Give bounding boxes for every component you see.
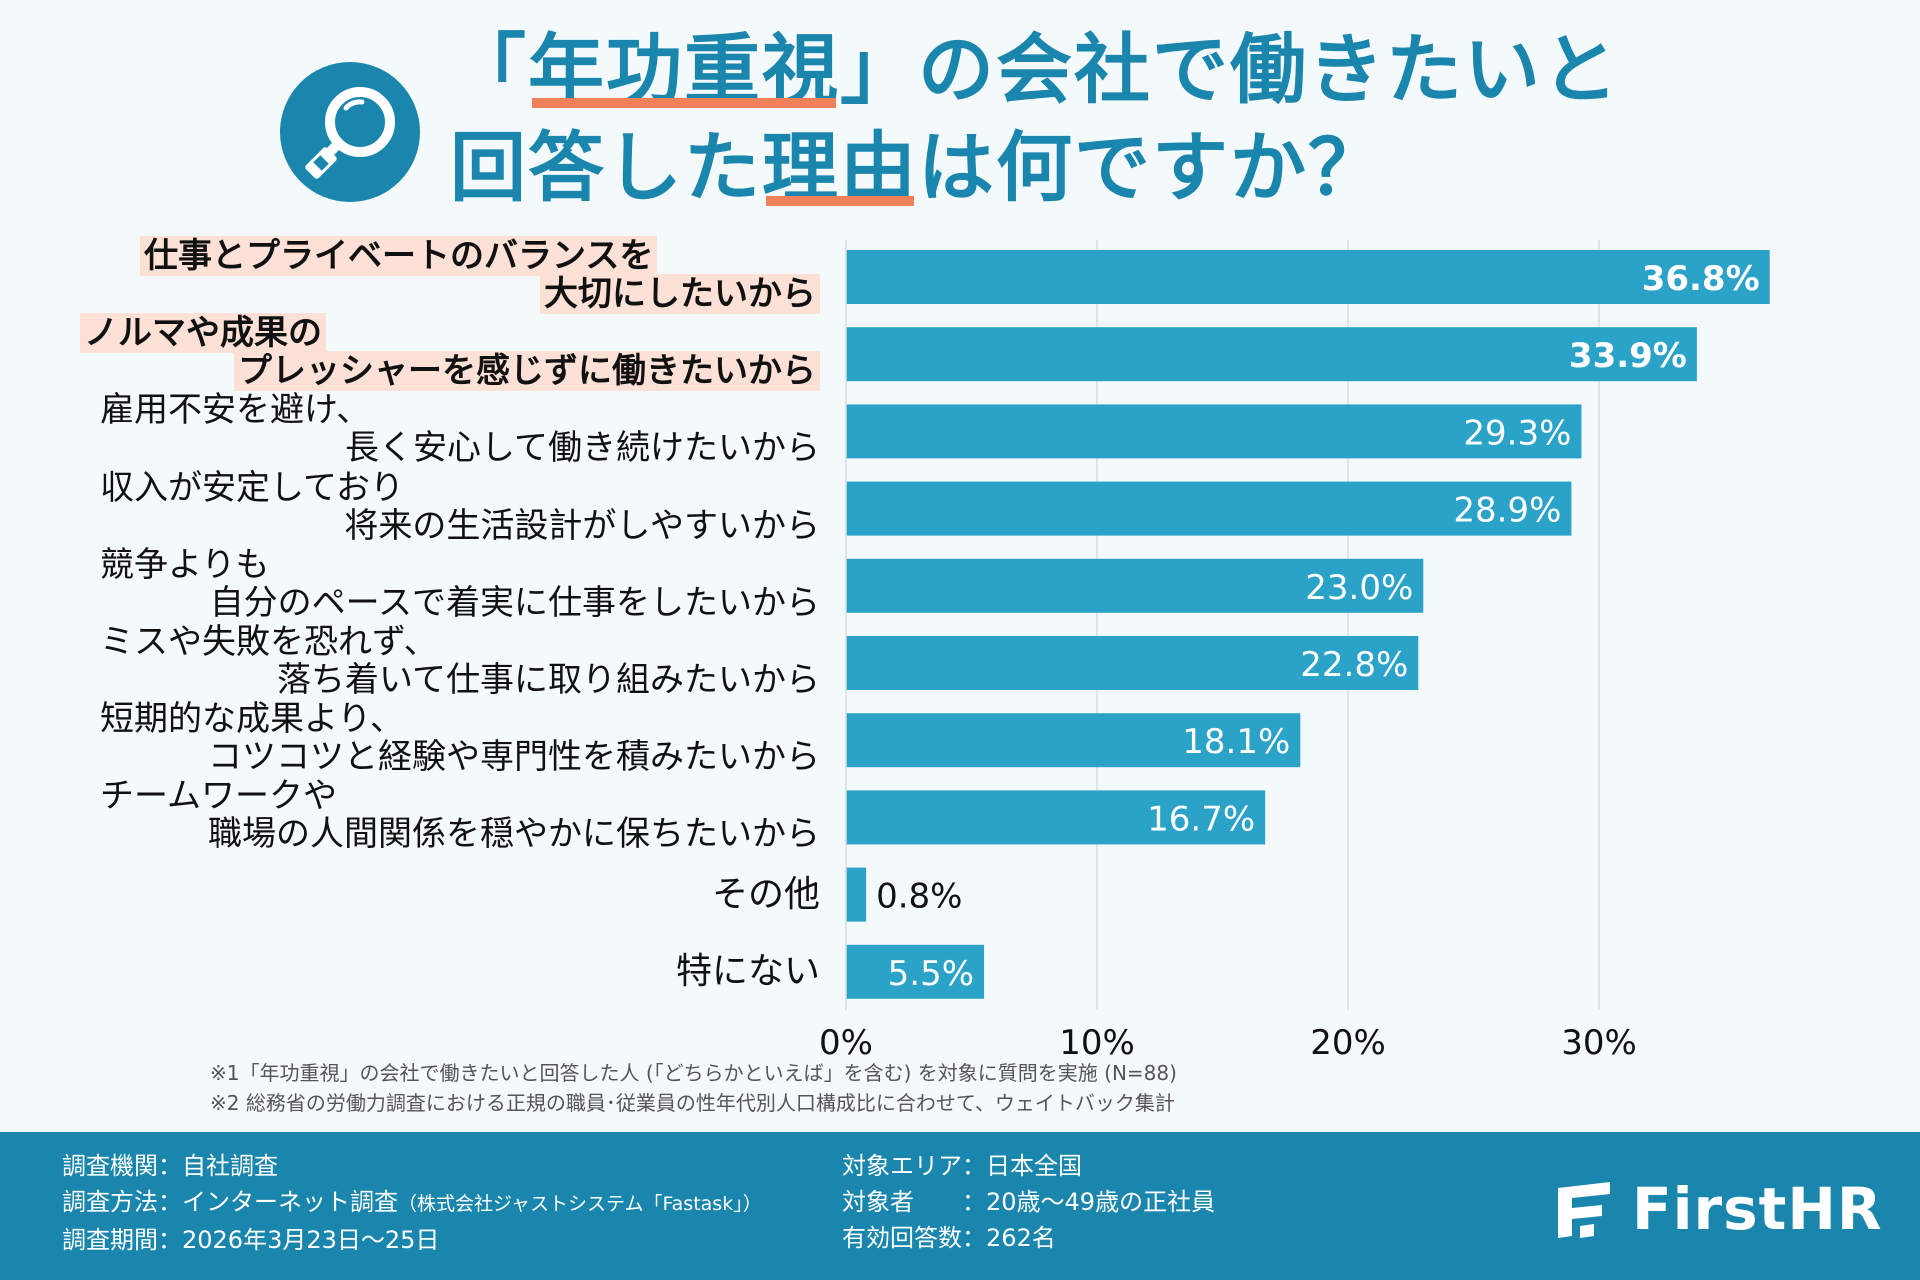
bar: [846, 327, 1697, 382]
footnote-2: ※2 総務省の労働力調査における正規の職員･従業員の性年代別人口構成比に合わせて…: [210, 1091, 1175, 1115]
bar-value-label: 36.8%: [1642, 259, 1760, 299]
bar: [846, 713, 1301, 768]
category-label: 特にない: [675, 950, 820, 992]
category-label-line: 自分のペースで着実に仕事をしたいから: [209, 582, 820, 623]
category-label-line: 競争よりも: [100, 544, 270, 585]
bar-chart: 36.8% 33.9% 29.3% 28.9% 23.0% 22.8% 18.1% 16.7%…: [0, 230, 1920, 1060]
category-label-line: 落ち着いて仕事に取り組みたいから: [277, 660, 820, 700]
category-label: 仕事とプライベートのバランスを 大切にしたいから: [80, 236, 820, 314]
category-label-line: 仕事とプライベートのバランスを: [80, 236, 820, 276]
header: 「年功重視」の会社で働きたいと 回答した理由は何ですか？: [0, 0, 1920, 230]
category-label-line: 収入が安定しており: [100, 467, 404, 508]
bar: [846, 636, 1419, 690]
firsthr-logo-icon: [1558, 1182, 1610, 1238]
footnotes: ※1「年功重視」の会社で働きたいと回答した人 (「どちらかといえば」を含む) を…: [210, 1058, 1177, 1118]
survey-target: 対象者 ：20歳～49歳の正社員: [842, 1188, 1216, 1216]
bar-value-label: 16.7%: [1147, 799, 1255, 839]
bar-value-label: 0.8%: [876, 877, 962, 917]
category-label-line: チームワークや: [100, 776, 337, 817]
bar: [846, 944, 985, 999]
brand-name: FirstHR: [1632, 1175, 1883, 1243]
footnote-1: ※1「年功重視」の会社で働きたいと回答した人 (「どちらかといえば」を含む) を…: [210, 1061, 1177, 1085]
bar-value-label: 22.8%: [1300, 645, 1408, 685]
chart-svg: 36.8% 33.9% 29.3% 28.9% 23.0% 22.8%18.1% 16.7%…: [819, 240, 1770, 1060]
x-tick-label: 0%: [819, 1023, 873, 1060]
category-label: 収入が安定しており 将来の生活設計がしやすいから: [80, 469, 820, 545]
category-label-line: ミスや失敗を恐れず、: [100, 622, 438, 662]
category-label-line: 将来の生活設計がしやすいから: [344, 505, 820, 546]
bar: [846, 558, 1424, 613]
title-highlight-1: 年功重視: [528, 25, 840, 114]
page-title-line-1: 「年功重視」の会社で働きたいと: [450, 25, 1620, 114]
title-highlight-2: 理由: [762, 123, 918, 212]
category-label: その他: [711, 873, 820, 915]
survey-method: 調査方法：インターネット調査（株式会社ジャストシステム「Fastask」）: [62, 1188, 762, 1216]
category-label-line: コツコツと経験や専門性を積みたいから: [208, 737, 820, 778]
category-label: 短期的な成果より、 コツコツと経験や専門性を積みたいから: [80, 700, 820, 776]
bar: [846, 481, 1572, 536]
bar-value-label: 29.3%: [1463, 413, 1571, 453]
survey-responses: 有効回答数：262名: [842, 1224, 1056, 1252]
bar: [846, 790, 1266, 845]
category-label-line: 雇用不安を避け、: [100, 390, 371, 431]
category-label-line: 短期的な成果より、: [100, 699, 404, 740]
category-label: 競争よりも 自分のペースで着実に仕事をしたいから: [80, 546, 820, 622]
survey-info-left: 調査機関：自社調査 調査方法：インターネット調査（株式会社ジャストシステム「Fa…: [62, 1148, 762, 1258]
page-title-line-2: 回答した理由は何ですか？: [450, 123, 1386, 212]
x-tick-label: 10%: [1059, 1023, 1135, 1060]
x-tick-label: 20%: [1310, 1023, 1386, 1060]
category-label: 雇用不安を避け、 長く安心して働き続けたいから: [80, 391, 820, 467]
bar-value-label: 23.0%: [1305, 568, 1413, 608]
bar: [846, 867, 867, 922]
bar-value-label: 33.9%: [1569, 336, 1687, 376]
survey-period: 調査期間：2026年3月23日～25日: [62, 1226, 440, 1254]
category-label: ミスや失敗を恐れず、 落ち着いて仕事に取り組みたいから: [80, 623, 820, 699]
bar: [846, 250, 1770, 304]
magnifier-icon: [280, 62, 420, 202]
survey-info-right: 対象エリア：日本全国 対象者 ：20歳～49歳の正社員 有効回答数：262名: [842, 1148, 1215, 1256]
category-label-line: 大切にしたいから: [80, 274, 820, 314]
category-label: ノルマや成果の プレッシャーを感じずに働きたいから: [80, 313, 820, 392]
category-label-line: ノルマや成果の: [80, 313, 820, 354]
category-label: チームワークや 職場の人間関係を穏やかに保ちたいから: [80, 777, 820, 853]
bar-value-label: 5.5%: [888, 954, 974, 994]
bar: [846, 404, 1582, 459]
category-label-line: 職場の人間関係を穏やかに保ちたいから: [208, 814, 820, 855]
x-tick-label: 30%: [1561, 1023, 1637, 1060]
bar-value-label: 18.1%: [1182, 722, 1290, 762]
survey-org: 調査機関：自社調査: [62, 1152, 278, 1180]
category-label-line: 長く安心して働き続けたいから: [345, 428, 820, 469]
survey-info-footer: 調査機関：自社調査 調査方法：インターネット調査（株式会社ジャストシステム「Fa…: [0, 1132, 1920, 1280]
bar-value-label: 28.9%: [1453, 491, 1561, 531]
category-label-line: プレッシャーを感じずに働きたいから: [80, 351, 820, 392]
survey-area: 対象エリア：日本全国: [842, 1152, 1082, 1180]
